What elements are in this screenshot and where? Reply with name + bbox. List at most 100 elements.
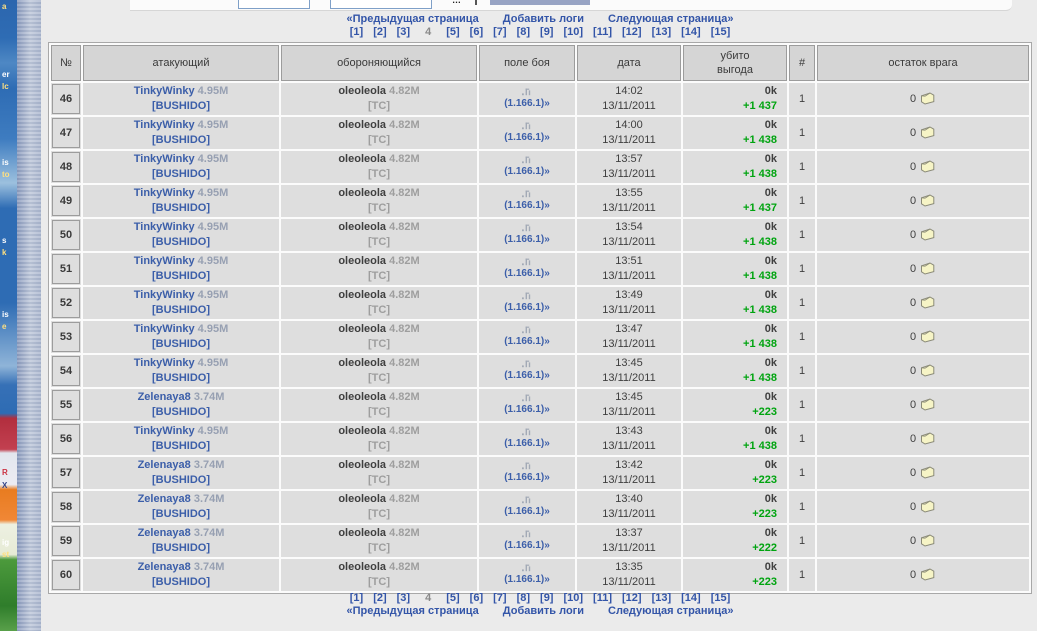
battle-report-scroll-icon[interactable] <box>919 159 936 173</box>
attacker-alliance-link[interactable]: [BUSHIDO] <box>151 508 211 520</box>
coordinates-link[interactable]: (1.166.1)» <box>504 335 550 347</box>
attacker-alliance-link[interactable]: [BUSHIDO] <box>151 338 211 350</box>
coordinates-link[interactable]: (1.166.1)» <box>504 233 550 245</box>
battle-report-scroll-icon[interactable] <box>919 363 936 377</box>
toolbar-input-1[interactable] <box>238 0 310 9</box>
page-number-link[interactable]: [6] <box>469 592 484 604</box>
battle-report-scroll-icon[interactable] <box>919 397 936 411</box>
page-number-link[interactable]: [9] <box>540 26 554 38</box>
page-number-link[interactable]: [10] <box>563 26 584 38</box>
battle-report-scroll-icon[interactable] <box>919 329 936 343</box>
page-number-link[interactable]: [5] <box>446 592 460 604</box>
attacker-alliance-link[interactable]: [BUSHIDO] <box>151 236 211 248</box>
page-number-link[interactable]: [7] <box>493 26 507 38</box>
page-number-link[interactable]: [15] <box>710 26 731 38</box>
battle-report-scroll-icon[interactable] <box>919 533 936 547</box>
battle-report-scroll-icon[interactable] <box>919 567 936 581</box>
coordinates-link[interactable]: (1.166.1)» <box>504 437 550 449</box>
page-number-link[interactable]: [10] <box>563 592 584 604</box>
toolbar-input-2[interactable] <box>330 0 432 9</box>
battle-report-scroll-icon[interactable] <box>919 91 936 105</box>
header-attacker: атакующий <box>83 45 279 81</box>
battle-report-scroll-icon[interactable] <box>919 261 936 275</box>
attacker-link[interactable]: Zelenaya8 <box>137 527 191 539</box>
attacker-alliance-link[interactable]: [BUSHIDO] <box>151 474 211 486</box>
coordinates-link[interactable]: (1.166.1)» <box>504 267 550 279</box>
attacker-alliance-link[interactable]: [BUSHIDO] <box>151 134 211 146</box>
attacker-alliance-link[interactable]: [BUSHIDO] <box>151 100 211 112</box>
attacker-alliance-link[interactable]: [BUSHIDO] <box>151 576 211 588</box>
attacker-link[interactable]: TinkyWinky <box>133 289 195 301</box>
coordinates-link[interactable]: (1.166.1)» <box>504 471 550 483</box>
page-number-link[interactable]: [6] <box>469 26 484 38</box>
page-number-link[interactable]: [11] <box>593 592 613 604</box>
attacker-alliance-link[interactable]: [BUSHIDO] <box>151 168 211 180</box>
page-number-link[interactable]: [14] <box>681 592 701 604</box>
attacker-alliance-link[interactable]: [BUSHIDO] <box>151 542 211 554</box>
attacker-link[interactable]: Zelenaya8 <box>137 561 191 573</box>
page-number-link[interactable]: [2] <box>373 592 387 604</box>
coordinates-link[interactable]: (1.166.1)» <box>504 505 550 517</box>
attacker-link[interactable]: TinkyWinky <box>133 425 195 437</box>
page-number-link[interactable]: [3] <box>396 592 411 604</box>
attacker-alliance-link[interactable]: [BUSHIDO] <box>151 440 211 452</box>
attacker-link[interactable]: TinkyWinky <box>133 323 195 335</box>
battle-report-scroll-icon[interactable] <box>919 431 936 445</box>
next-page-link[interactable]: Следующая страница» <box>608 13 734 25</box>
battle-report-scroll-icon[interactable] <box>919 125 936 139</box>
page-number-link[interactable]: [14] <box>681 26 701 38</box>
attacker-link[interactable]: Zelenaya8 <box>137 391 191 403</box>
attacker-link[interactable]: TinkyWinky <box>133 119 195 131</box>
attacker-alliance-link[interactable]: [BUSHIDO] <box>151 406 211 418</box>
coordinates-link[interactable]: (1.166.1)» <box>504 131 550 143</box>
battle-report-scroll-icon[interactable] <box>919 193 936 207</box>
coordinates-link[interactable]: (1.166.1)» <box>504 97 550 109</box>
attacker-link[interactable]: TinkyWinky <box>133 221 195 233</box>
attacker-alliance-link[interactable]: [BUSHIDO] <box>151 270 211 282</box>
page-number-link[interactable]: [9] <box>540 592 554 604</box>
coordinates-link[interactable]: (1.166.1)» <box>504 369 550 381</box>
attacker-link[interactable]: TinkyWinky <box>133 187 195 199</box>
attacker-link[interactable]: Zelenaya8 <box>137 459 191 471</box>
page-number-link[interactable]: [5] <box>446 26 460 38</box>
coordinates-link[interactable]: (1.166.1)» <box>504 403 550 415</box>
coordinates-link[interactable]: (1.166.1)» <box>504 301 550 313</box>
page-number-link[interactable]: [13] <box>651 592 672 604</box>
killed-value: 0k <box>764 255 777 267</box>
battle-report-scroll-icon[interactable] <box>919 499 936 513</box>
add-logs-link[interactable]: Добавить логи <box>502 13 585 25</box>
page-number-link[interactable]: [7] <box>493 592 507 604</box>
attacker-alliance-link[interactable]: [BUSHIDO] <box>151 304 211 316</box>
battle-report-scroll-icon[interactable] <box>919 227 936 241</box>
next-page-link[interactable]: Следующая страница» <box>608 605 734 617</box>
attacker-alliance-link[interactable]: [BUSHIDO] <box>151 202 211 214</box>
page-number-link[interactable]: [15] <box>710 592 731 604</box>
attacker-link[interactable]: TinkyWinky <box>133 153 195 165</box>
prev-page-link[interactable]: «Предыдущая страница <box>346 605 479 617</box>
prev-page-link[interactable]: «Предыдущая страница <box>346 13 479 25</box>
coordinates-link[interactable]: (1.166.1)» <box>504 165 550 177</box>
toolbar-select-bar[interactable] <box>490 0 590 5</box>
page-number-link[interactable]: [11] <box>593 26 613 38</box>
attacker-link[interactable]: TinkyWinky <box>133 85 195 97</box>
page-number-link[interactable]: [1] <box>349 592 364 604</box>
attacker-alliance-link[interactable]: [BUSHIDO] <box>151 372 211 384</box>
add-logs-link[interactable]: Добавить логи <box>502 605 585 617</box>
coordinates-link[interactable]: (1.166.1)» <box>504 539 550 551</box>
page-number-link[interactable]: [13] <box>651 26 672 38</box>
coordinates-link[interactable]: (1.166.1)» <box>504 199 550 211</box>
attacker-link[interactable]: TinkyWinky <box>133 357 195 369</box>
page-number-link[interactable]: [3] <box>396 26 411 38</box>
page-number-link[interactable]: [12] <box>622 26 642 38</box>
page-number-link[interactable]: [8] <box>516 592 531 604</box>
attacker-link[interactable]: Zelenaya8 <box>137 493 191 505</box>
coordinates-link[interactable]: (1.166.1)» <box>504 573 550 585</box>
page-number-link[interactable]: [2] <box>373 26 387 38</box>
table-row: 53 TinkyWinky 4.95M [BUSHIDO] oleoleola 4.8… <box>51 321 1029 353</box>
page-number-link[interactable]: [12] <box>622 592 642 604</box>
battle-report-scroll-icon[interactable] <box>919 295 936 309</box>
page-number-link[interactable]: [1] <box>349 26 364 38</box>
battle-report-scroll-icon[interactable] <box>919 465 936 479</box>
attacker-link[interactable]: TinkyWinky <box>133 255 195 267</box>
page-number-link[interactable]: [8] <box>516 26 531 38</box>
